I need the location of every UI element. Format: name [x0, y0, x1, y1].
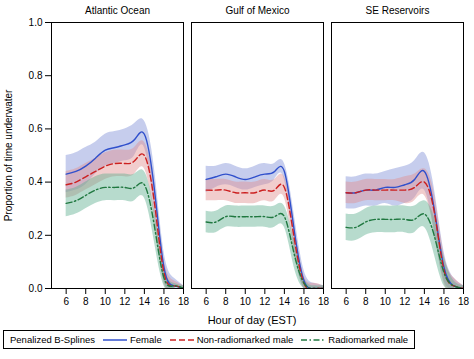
svg-text:10: 10 [380, 296, 392, 307]
svg-text:8: 8 [363, 296, 369, 307]
svg-text:14: 14 [279, 296, 291, 307]
html-text:Female: Female [130, 334, 162, 345]
svg-text:16: 16 [158, 296, 170, 307]
svg-text:12: 12 [119, 296, 131, 307]
html-text:Hour of day (EST): Hour of day (EST) [207, 314, 297, 326]
svg-text:12: 12 [259, 296, 271, 307]
svg-text:SE Reservoirs: SE Reservoirs [366, 5, 430, 16]
svg-text:0.2: 0.2 [29, 230, 43, 241]
svg-text:0.0: 0.0 [29, 283, 43, 294]
svg-text:8: 8 [83, 296, 89, 307]
svg-text:16: 16 [298, 296, 310, 307]
svg-text:10: 10 [100, 296, 112, 307]
svg-text:0.8: 0.8 [29, 70, 43, 81]
svg-text:6: 6 [63, 296, 69, 307]
svg-text:6: 6 [343, 296, 349, 307]
svg-text:6: 6 [203, 296, 209, 307]
svg-text:14: 14 [419, 296, 431, 307]
svg-text:16: 16 [438, 296, 450, 307]
svg-text:18: 18 [178, 296, 190, 307]
html-text:Non-radiomarked male: Non-radiomarked male [196, 334, 294, 345]
html-text:Penalized B-Splines: Penalized B-Splines [10, 334, 95, 345]
svg-text:12: 12 [399, 296, 411, 307]
svg-text:0.6: 0.6 [29, 123, 43, 134]
html-text:Radiomarked male: Radiomarked male [328, 334, 409, 345]
svg-text:18: 18 [318, 296, 330, 307]
svg-text:10: 10 [240, 296, 252, 307]
svg-text:1.0: 1.0 [29, 17, 43, 28]
svg-text:Atlantic Ocean: Atlantic Ocean [85, 5, 150, 16]
svg-text:0.4: 0.4 [29, 176, 43, 187]
svg-text:14: 14 [139, 296, 151, 307]
svg-text:Gulf of Mexico: Gulf of Mexico [226, 5, 290, 16]
svg-text:18: 18 [458, 296, 470, 307]
svg-text:8: 8 [223, 296, 229, 307]
svg-text:Proportion of time underwater: Proportion of time underwater [3, 89, 14, 221]
